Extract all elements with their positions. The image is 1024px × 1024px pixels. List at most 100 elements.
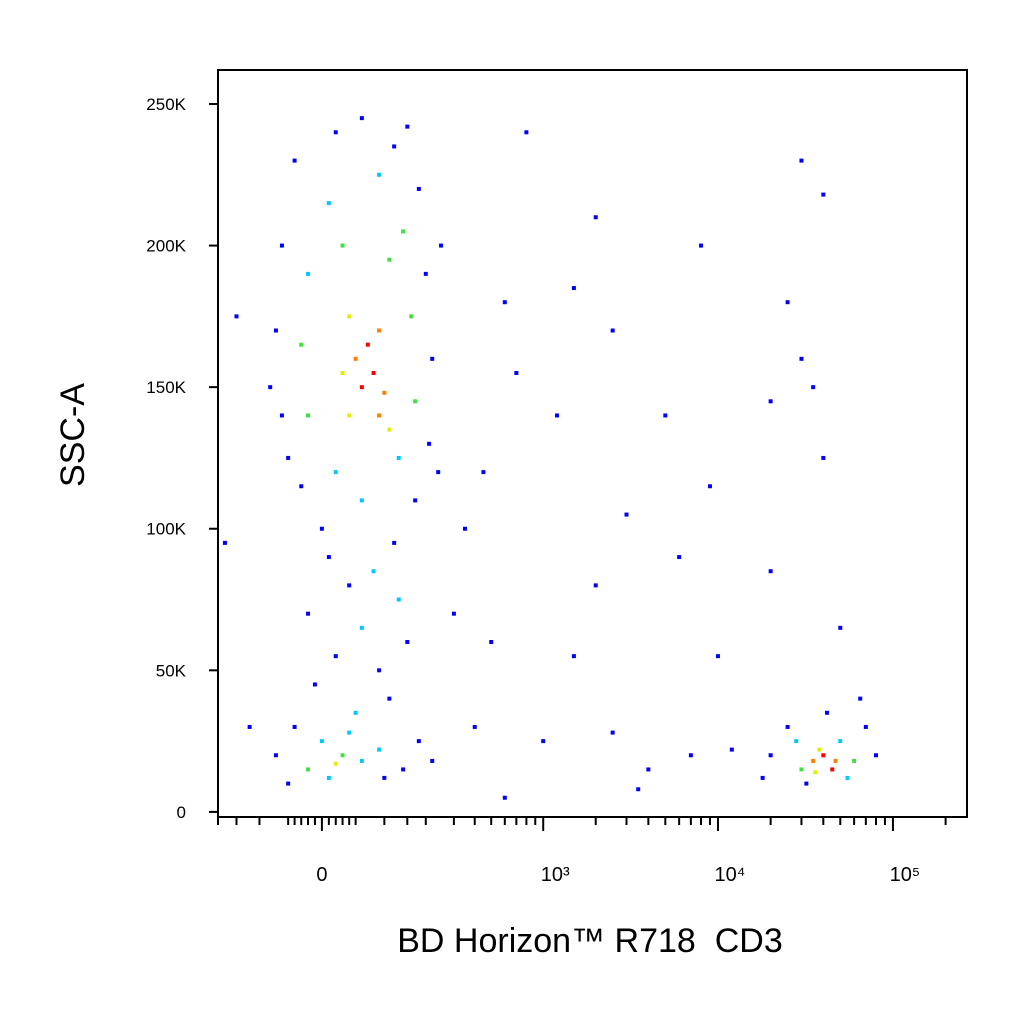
point [423,271,428,276]
point [688,753,693,758]
point [359,385,364,390]
point [821,753,826,758]
point [319,526,324,531]
point [489,640,494,645]
point [804,781,809,786]
point [462,526,467,531]
point [863,724,868,729]
point [838,625,843,630]
point [279,243,284,248]
point [382,775,387,780]
point [392,144,397,149]
y-tick-label: 200K [146,237,186,256]
x-tick-label: 10⁴ [715,864,746,886]
point [268,385,273,390]
point [387,427,392,432]
point [593,215,598,220]
point [347,413,352,418]
point [234,314,239,319]
point [299,342,304,347]
point [312,682,317,687]
point [371,569,376,574]
point [502,795,507,800]
x-tick-label: 10⁵ [890,864,921,886]
point [852,758,857,763]
y-tick-label: 250K [146,95,186,114]
point [481,470,486,475]
point [663,413,668,418]
point [768,569,773,574]
point [845,775,850,780]
point [472,724,477,729]
point [541,739,546,744]
point [858,696,863,701]
point [799,767,804,772]
point [416,186,421,191]
point [430,758,435,763]
point [353,710,358,715]
point [292,158,297,163]
point [811,758,816,763]
point [279,413,284,418]
point [306,413,311,418]
point [377,668,382,673]
point [319,739,324,744]
point [799,356,804,361]
point [413,399,418,404]
point [286,781,291,786]
point [825,710,830,715]
point [306,767,311,772]
point [326,201,331,206]
point [413,498,418,503]
point [760,775,765,780]
point [799,158,804,163]
point [347,583,352,588]
point [326,555,331,560]
point [821,455,826,460]
point [377,172,382,177]
point [387,257,392,262]
point [365,342,370,347]
y-axis-title: SSC-A [54,383,92,487]
point [677,555,682,560]
x-tick-label: 10³ [541,864,570,886]
point [405,640,410,645]
point [833,758,838,763]
point [409,314,414,319]
point [817,747,822,752]
point [436,470,441,475]
point [247,724,252,729]
point [340,243,345,248]
point [524,130,529,135]
point [333,654,338,659]
point [377,328,382,333]
point [392,540,397,545]
point [273,328,278,333]
y-tick-label: 150K [146,378,186,397]
point [377,413,382,418]
point [699,243,704,248]
point [430,356,435,361]
point [359,625,364,630]
point [571,654,576,659]
point [359,116,364,121]
point [299,484,304,489]
point [636,787,641,792]
point [811,385,816,390]
point [333,130,338,135]
point [571,286,576,291]
point [427,441,432,446]
point [371,370,376,375]
point [451,611,456,616]
point [830,767,835,772]
point [347,730,352,735]
point [555,413,560,418]
point [729,747,734,752]
point [768,753,773,758]
point [286,455,291,460]
point [377,747,382,752]
point [396,455,401,460]
point [514,370,519,375]
y-tick-label: 50K [156,661,187,680]
